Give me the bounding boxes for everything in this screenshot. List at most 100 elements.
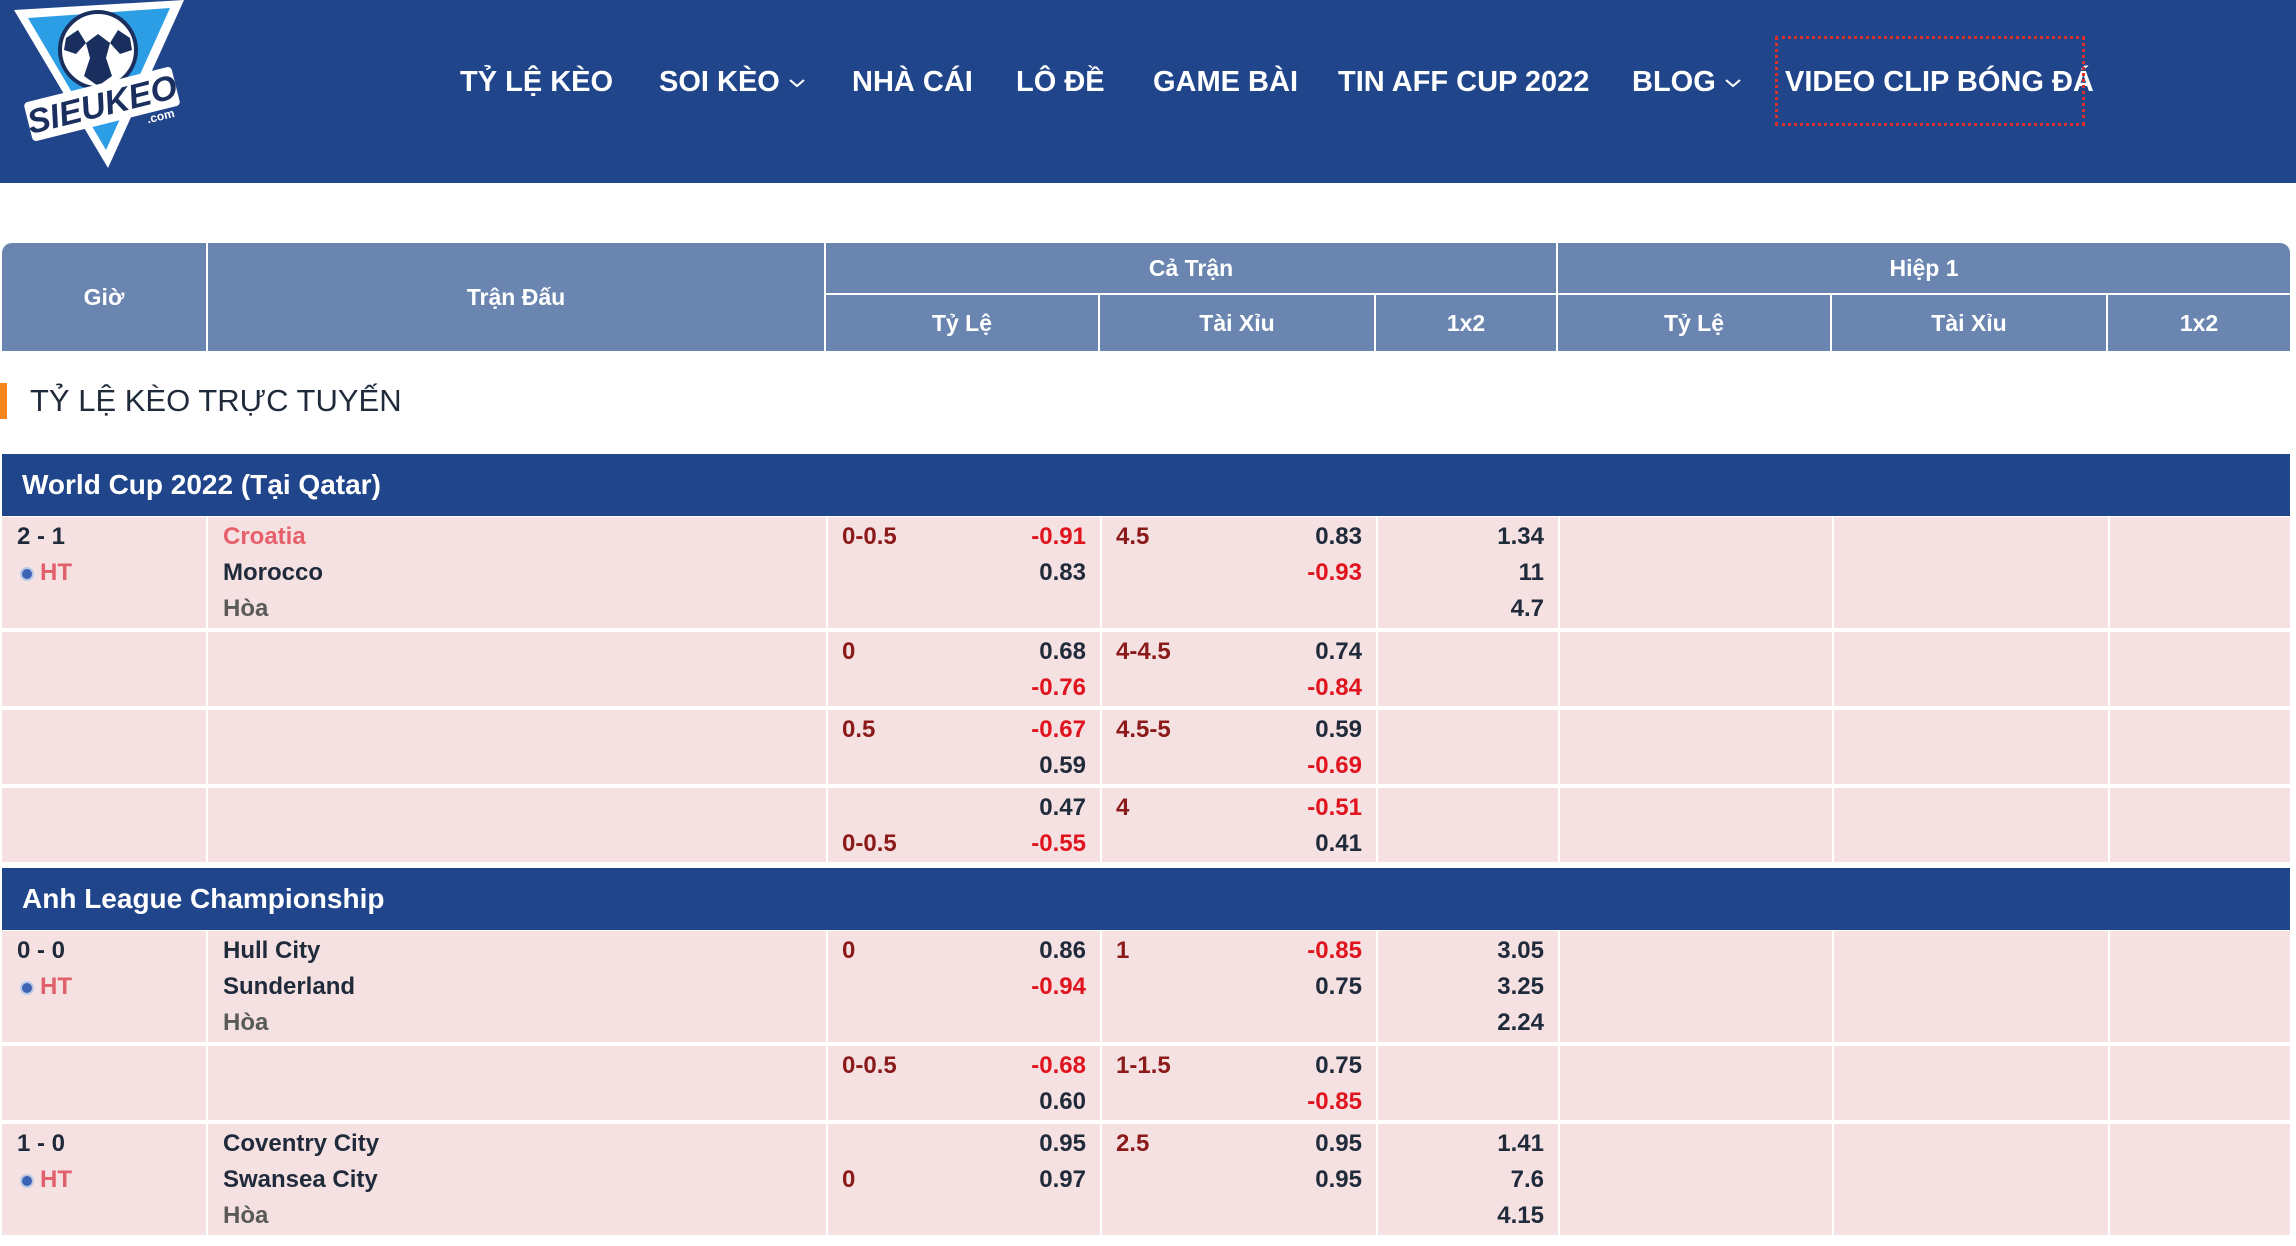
handicap-odds-away[interactable]: -0.94 [1031,973,1086,1000]
handicap-cell[interactable]: 0-0.5 -0.68 0.60 [828,1046,1102,1120]
x12-cell[interactable]: 1.34 11 4.7 [1378,517,1560,628]
status-text: HT [40,973,72,1000]
league-header[interactable]: Anh League Championship [2,868,2290,930]
section-title-text: TỶ LỆ KÈO TRỰC TUYẾN [30,383,402,418]
svg-text:.com: .com [145,106,176,126]
time-cell: 2 - 1 HT [2,517,208,628]
home-team[interactable]: Hull City [223,937,321,964]
x12-cell [1378,1046,1560,1120]
under-odds[interactable]: 0.41 [1315,830,1362,857]
away-team[interactable]: Swansea City [223,1166,378,1193]
section-accent-bar [0,383,7,419]
live-dot-icon [20,1174,34,1188]
nav-label: TỶ LỆ KÈO [460,66,614,98]
handicap-line: 0 [842,638,856,665]
x12-home[interactable]: 3.05 [1497,937,1544,964]
over-odds[interactable]: 0.74 [1315,638,1362,665]
x12-draw[interactable]: 4.15 [1497,1202,1544,1229]
handicap-odds-away[interactable]: 0.83 [1039,559,1086,586]
under-odds[interactable]: 0.95 [1315,1166,1362,1193]
under-odds[interactable]: -0.69 [1307,752,1362,779]
over-odds[interactable]: 0.59 [1315,716,1362,743]
half1-x12-cell [2110,517,2290,628]
handicap-cell[interactable]: 0-0.5 0.47 -0.55 [828,788,1102,862]
match-score: 2 - 1 [17,523,66,550]
time-cell [2,632,208,706]
match-row: 1 - 0 HT Coventry City Swansea City Hòa … [2,1124,2290,1237]
handicap-line: 0 [842,1166,856,1193]
over-odds[interactable]: 0.75 [1315,1052,1362,1079]
home-team[interactable]: Croatia [223,523,306,550]
handicap-odds-home[interactable]: -0.68 [1031,1052,1086,1079]
half1-over-under-cell [1834,1046,2110,1120]
nav-item-soi-keo[interactable]: SOI KÈO [659,60,806,104]
handicap-odds-away[interactable]: -0.55 [1031,830,1086,857]
handicap-odds-home[interactable]: 0.68 [1039,638,1086,665]
over-under-cell[interactable]: 1-1.5 0.75 -0.85 [1102,1046,1378,1120]
under-odds[interactable]: -0.84 [1307,674,1362,701]
handicap-odds-away[interactable]: 0.60 [1039,1088,1086,1115]
league-header[interactable]: World Cup 2022 (Tại Qatar) [2,454,2290,516]
handicap-odds-home[interactable]: 0.47 [1039,794,1086,821]
x12-away[interactable]: 3.25 [1497,973,1544,1000]
nav-item-ty-le-keo[interactable]: TỶ LỆ KÈO [460,60,613,104]
match-cell[interactable]: Croatia Morocco Hòa [208,517,828,628]
nav-item-nha-cai[interactable]: NHÀ CÁI [852,60,973,104]
nav-item-video-clip[interactable]: VIDEO CLIP BÓNG ĐÁ [1775,36,2094,126]
match-row: 0-0.5 0.47 -0.55 4 -0.51 0.41 [2,788,2290,864]
handicap-odds-home[interactable]: 0.95 [1039,1130,1086,1157]
handicap-odds-away[interactable]: -0.76 [1031,674,1086,701]
x12-cell[interactable]: 3.05 3.25 2.24 [1378,931,1560,1042]
match-status: HT [20,555,72,591]
half1-x12-cell [2110,788,2290,862]
x12-draw[interactable]: 2.24 [1497,1009,1544,1036]
over-odds[interactable]: -0.85 [1307,937,1362,964]
under-odds[interactable]: -0.93 [1307,559,1362,586]
x12-away[interactable]: 11 [1518,559,1544,586]
over-under-cell[interactable]: 1 -0.85 0.75 [1102,931,1378,1042]
site-logo[interactable]: SIEUKEO .com [6,0,186,170]
match-row: 0.5 -0.67 0.59 4.5-5 0.59 -0.69 [2,710,2290,786]
handicap-line: 0.5 [842,716,876,743]
handicap-odds-away[interactable]: 0.59 [1039,752,1086,779]
match-cell[interactable]: Coventry City Swansea City Hòa [208,1124,828,1235]
over-odds[interactable]: 0.95 [1315,1130,1362,1157]
nav-label: NHÀ CÁI [852,66,973,98]
under-odds[interactable]: 0.75 [1315,973,1362,1000]
handicap-cell[interactable]: 0.5 -0.67 0.59 [828,710,1102,784]
col-header-full-handicap: Tỷ Lệ [826,295,1098,351]
over-under-cell[interactable]: 4 -0.51 0.41 [1102,788,1378,862]
x12-away[interactable]: 7.6 [1510,1166,1544,1193]
x12-cell[interactable]: 1.41 7.6 4.15 [1378,1124,1560,1235]
over-odds[interactable]: -0.51 [1307,794,1362,821]
over-under-cell[interactable]: 2.5 0.95 0.95 [1102,1124,1378,1235]
under-odds[interactable]: -0.85 [1307,1088,1362,1115]
nav-item-lo-de[interactable]: LÔ ĐỀ [1016,60,1105,104]
handicap-odds-home[interactable]: -0.67 [1031,716,1086,743]
over-under-cell[interactable]: 4-4.5 0.74 -0.84 [1102,632,1378,706]
nav-item-blog[interactable]: BLOG [1632,60,1742,104]
handicap-cell[interactable]: 0-0.5 -0.91 0.83 [828,517,1102,628]
away-team[interactable]: Morocco [223,559,324,586]
draw-label: Hòa [223,595,269,622]
x12-home[interactable]: 1.34 [1497,523,1544,550]
nav-label: SOI KÈO [659,66,780,98]
handicap-cell[interactable]: 0 0.95 0.97 [828,1124,1102,1235]
handicap-odds-home[interactable]: -0.91 [1031,523,1086,550]
col-header-half1-1x2: 1x2 [2108,295,2290,351]
away-team[interactable]: Sunderland [223,973,356,1000]
over-under-cell[interactable]: 4.5-5 0.59 -0.69 [1102,710,1378,784]
handicap-cell[interactable]: 0 0.68 -0.76 [828,632,1102,706]
handicap-odds-home[interactable]: 0.86 [1039,937,1086,964]
home-team[interactable]: Coventry City [223,1130,380,1157]
x12-draw[interactable]: 4.7 [1510,595,1544,622]
chevron-down-icon [789,79,805,88]
over-under-cell[interactable]: 4.5 0.83 -0.93 [1102,517,1378,628]
over-odds[interactable]: 0.83 [1315,523,1362,550]
handicap-cell[interactable]: 0 0.86 -0.94 [828,931,1102,1042]
x12-home[interactable]: 1.41 [1497,1130,1544,1157]
handicap-odds-away[interactable]: 0.97 [1039,1166,1086,1193]
match-cell[interactable]: Hull City Sunderland Hòa [208,931,828,1042]
nav-item-game-bai[interactable]: GAME BÀI [1153,60,1298,104]
nav-item-tin-aff-cup[interactable]: TIN AFF CUP 2022 [1338,60,1589,104]
